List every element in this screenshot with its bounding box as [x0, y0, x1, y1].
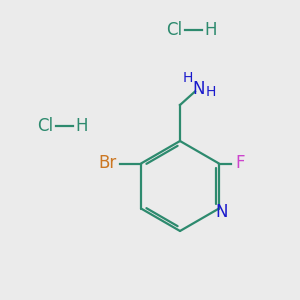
Text: H: H	[204, 21, 217, 39]
Text: F: F	[236, 154, 245, 172]
Text: Cl: Cl	[37, 117, 53, 135]
Text: N: N	[192, 80, 205, 98]
Text: H: H	[183, 71, 193, 85]
Text: H: H	[206, 85, 216, 99]
Text: H: H	[75, 117, 88, 135]
Text: Cl: Cl	[166, 21, 182, 39]
Text: N: N	[215, 202, 228, 220]
Text: Br: Br	[99, 154, 117, 172]
